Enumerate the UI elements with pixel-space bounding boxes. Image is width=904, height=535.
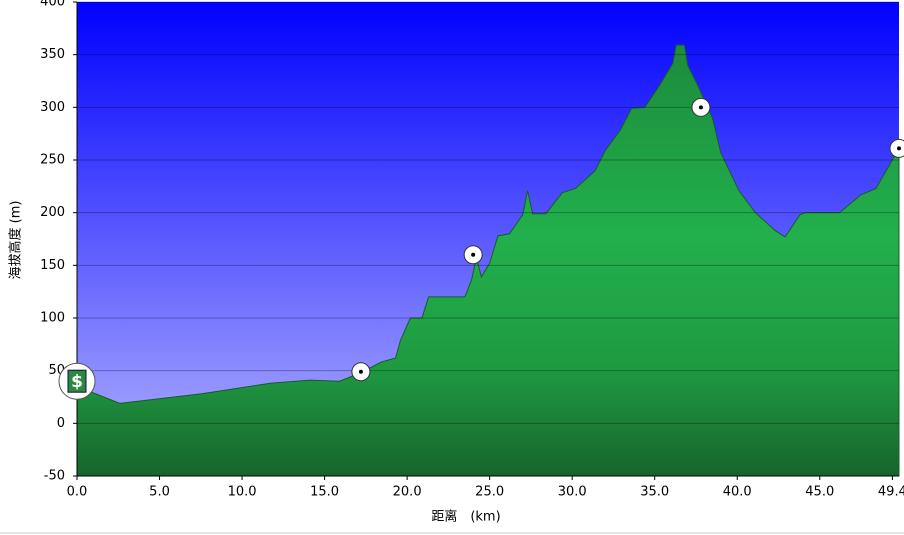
marker-label: $ (71, 372, 83, 392)
marker-icon (67, 369, 87, 393)
x-tick-label: 5.0 (149, 485, 170, 500)
x-tick-label: 40.0 (723, 485, 752, 500)
y-tick-label: 150 (40, 258, 65, 273)
y-tick-label: 0 (57, 416, 65, 431)
x-tick-label: 49.4 (878, 485, 904, 500)
x-tick-label: 20.0 (393, 485, 422, 500)
waypoint-dot (897, 146, 901, 151)
y-tick-label: 350 (40, 47, 65, 62)
x-tick-label: 30.0 (558, 485, 587, 500)
y-tick-label: -50 (44, 469, 65, 484)
x-tick-label: 15.0 (310, 485, 339, 500)
x-tick-label: 25.0 (475, 485, 504, 500)
y-axis-label: 海拔高度 (m) (8, 201, 24, 280)
x-axis-label: 距离 (km) (431, 509, 500, 525)
waypoint-dot (698, 105, 703, 110)
y-tick-label: 200 (40, 205, 65, 220)
x-tick-label: 10.0 (228, 485, 257, 500)
y-tick-label: 100 (40, 311, 65, 326)
waypoint-dot (358, 369, 363, 374)
elevation-area (76, 44, 900, 477)
x-tick-label: 45.0 (805, 485, 834, 500)
y-tick-label: 400 (40, 0, 65, 10)
y-tick-label: 300 (40, 100, 65, 115)
y-tick-label: 250 (40, 153, 65, 168)
waypoint-dot (471, 252, 476, 257)
x-tick-label: 35.0 (640, 485, 669, 500)
x-tick-label: 0.0 (67, 485, 88, 500)
